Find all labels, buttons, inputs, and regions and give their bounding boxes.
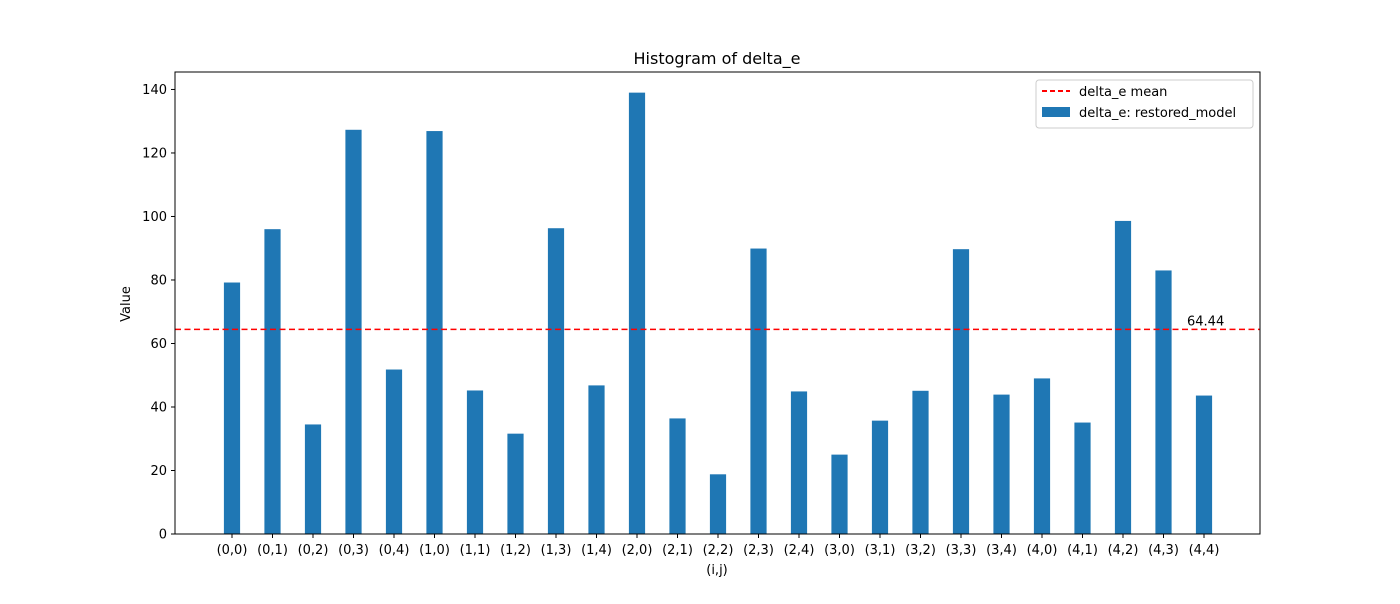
bar-(3,1): [871, 420, 889, 534]
x-tick-label: (1,0): [419, 543, 450, 558]
bar-(4,2): [1114, 220, 1132, 534]
y-tick-label: 20: [150, 464, 167, 479]
y-tick-label: 60: [150, 337, 167, 352]
x-tick-label: (3,3): [946, 543, 977, 558]
x-tick-label: (2,3): [743, 543, 774, 558]
y-tick-label: 80: [150, 273, 167, 288]
bar-(0,0): [223, 282, 241, 534]
legend: delta_e mean delta_e: restored_model: [1035, 79, 1254, 129]
bar-(3,4): [993, 394, 1010, 534]
legend-series-label: delta_e: restored_model: [1079, 106, 1236, 121]
y-axis-label: Value: [119, 286, 134, 322]
x-tick-label: (1,2): [500, 543, 531, 558]
x-axis-label: (i,j): [706, 563, 728, 578]
legend-box: [1035, 79, 1254, 129]
bar-(4,1): [1074, 422, 1091, 534]
x-tick-label: (4,1): [1067, 543, 1098, 558]
x-tick-label: (4,4): [1189, 543, 1220, 558]
chart-title: Histogram of delta_e: [634, 49, 801, 69]
x-tick-label: (2,1): [662, 543, 693, 558]
bar-(1,2): [507, 433, 524, 534]
bar-(4,0): [1033, 378, 1051, 534]
x-tick-label: (0,1): [257, 543, 288, 558]
legend-mean-label: delta_e mean: [1079, 85, 1167, 100]
x-tick-label: (1,4): [581, 543, 612, 558]
x-tick-label: (1,1): [460, 543, 491, 558]
legend-series-swatch: [1042, 107, 1070, 117]
y-tick-label: 40: [150, 400, 167, 415]
bar-(4,4): [1195, 395, 1213, 534]
bar-(2,0): [628, 92, 646, 535]
y-tick-label: 100: [142, 210, 167, 225]
bar-(3,0): [831, 454, 848, 534]
y-tick-label: 0: [159, 528, 167, 543]
bar-(2,1): [669, 418, 686, 534]
bar-(1,0): [426, 131, 443, 534]
bar-(1,3): [547, 228, 565, 534]
y-tick-label: 140: [142, 83, 167, 98]
bar-(2,3): [750, 248, 767, 535]
bar-(0,2): [304, 424, 322, 534]
x-tick-label: (2,0): [622, 543, 653, 558]
x-tick-label: (3,2): [905, 543, 936, 558]
x-tick-label: (3,0): [824, 543, 855, 558]
mean-value-label: 64.44: [1187, 314, 1224, 329]
x-tick-label: (4,0): [1027, 543, 1058, 558]
bar-(1,4): [588, 385, 605, 534]
bar-(4,3): [1155, 270, 1172, 534]
x-tick-label: (4,2): [1108, 543, 1139, 558]
x-tick-label: (1,3): [541, 543, 572, 558]
bar-(3,3): [952, 249, 970, 534]
x-tick-label: (3,4): [986, 543, 1017, 558]
plot-area: 64.44 0 20 40 60 80 100 120 140 (0,0) (0,1) (0,2) (0…: [142, 71, 1261, 558]
bar-(2,4): [790, 391, 808, 534]
y-tick-label: 120: [142, 146, 167, 161]
bar-(2,2): [709, 474, 727, 534]
bar-(0,1): [264, 229, 281, 534]
x-tick-label: (4,3): [1148, 543, 1179, 558]
bar-(0,3): [345, 129, 362, 535]
x-tick-label: (0,4): [379, 543, 410, 558]
x-tick-label: (2,2): [703, 543, 734, 558]
x-tick-label: (3,1): [865, 543, 896, 558]
bar-(3,2): [912, 390, 929, 534]
x-tick-label: (0,0): [217, 543, 248, 558]
x-tick-label: (0,2): [298, 543, 329, 558]
bar-(1,1): [466, 390, 484, 534]
axes-frame: [174, 71, 1261, 535]
bar-(0,4): [385, 369, 403, 534]
x-tick-label: (0,3): [338, 543, 369, 558]
x-tick-label: (2,4): [784, 543, 815, 558]
